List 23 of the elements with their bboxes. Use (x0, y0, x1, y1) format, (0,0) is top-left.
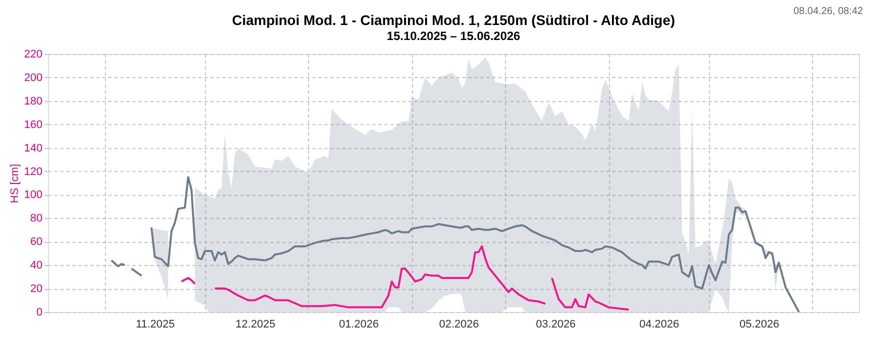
text: 08.04.26, 08:42 (793, 6, 864, 17)
chart-subtitle: 15.10.2025 – 15.06.2026 (386, 29, 521, 43)
x-tick-label: 11.2025 (136, 318, 175, 330)
y-tick-label: 120 (24, 166, 42, 178)
y-tick-label: 100 (24, 189, 42, 202)
x-tick-label: 04.2026 (639, 318, 680, 330)
x-tick-label: 03.2026 (536, 318, 576, 330)
x-tick-label: 12.2025 (236, 318, 276, 330)
y-tick-label: 60 (30, 236, 42, 248)
y-tick-label: 160 (24, 118, 42, 131)
x-tick-label: 01.2026 (339, 318, 379, 330)
y-tick-label: 220 (24, 48, 42, 60)
y-axis-title: HS [cm] (9, 164, 22, 204)
y-tick-label: 0 (36, 306, 42, 318)
y-tick-label: 180 (24, 95, 42, 108)
y-tick-label: 200 (24, 72, 42, 84)
y-tick-label: 20 (30, 283, 42, 296)
x-tick-label: 02.2026 (439, 318, 479, 330)
y-tick-label: 80 (30, 212, 42, 225)
chart-title: Ciampinoi Mod. 1 - Ciampinoi Mod. 1, 2150m (Südtirol - Alto Adige) (232, 12, 676, 28)
y-tick-label: 140 (24, 142, 42, 154)
y-tick-label: 40 (30, 260, 42, 272)
x-tick-label: 05.2026 (739, 318, 780, 330)
